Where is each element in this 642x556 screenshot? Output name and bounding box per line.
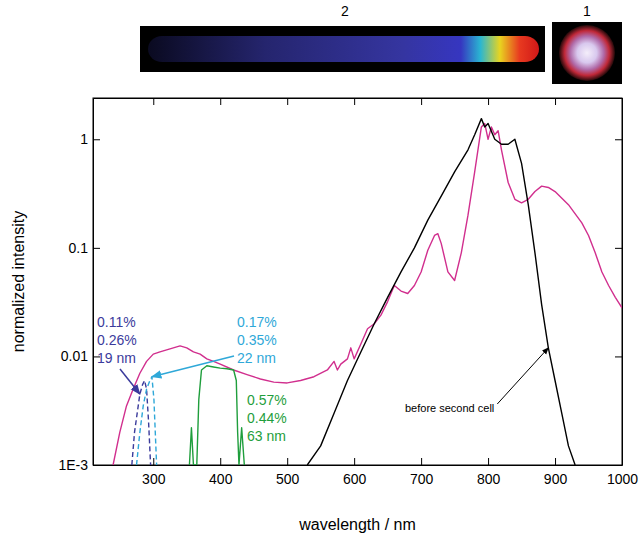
- annotation-text: 63 nm: [247, 428, 286, 444]
- tick: [615, 465, 622, 466]
- series-group: [113, 119, 622, 465]
- chart-container: 2130040050060070080090010001E-30.010.11w…: [0, 0, 642, 556]
- x-axis-top: [94, 98, 623, 105]
- tick: [615, 139, 622, 140]
- tick-label: 0.01: [61, 348, 88, 364]
- tick-label: 1000: [607, 471, 638, 487]
- tick: 800: [477, 458, 501, 487]
- tick: 1E-3: [58, 457, 100, 473]
- annotation-text: 0.11%: [97, 314, 136, 330]
- tick: 0.1: [69, 240, 100, 256]
- annotation-text: 0.26%: [97, 332, 137, 348]
- tick-mark: [615, 139, 622, 140]
- tick-mark: [488, 458, 489, 465]
- tick-mark: [93, 139, 100, 140]
- annotations: 0.11% 0.26% 19 nm 0.17% 0.35% 22 nm 0.57% 0.44%…: [97, 314, 548, 444]
- tick-label: 400: [209, 471, 233, 487]
- chart-svg: 2130040050060070080090010001E-30.010.11w…: [0, 0, 642, 556]
- tick: [615, 356, 622, 357]
- axis-line: [93, 99, 94, 466]
- tick-mark: [615, 356, 622, 357]
- tick-label: 900: [544, 471, 568, 487]
- tick: 0.01: [61, 348, 100, 364]
- axis-line: [94, 465, 623, 466]
- tick-mark: [421, 458, 422, 465]
- y-axis: 1E-3 0.01 0.1 1: [58, 99, 100, 473]
- tick-label: 800: [477, 471, 501, 487]
- plot-frame: [93, 98, 622, 465]
- tick-mark: [615, 465, 622, 466]
- tick: [421, 98, 422, 105]
- annotation-text: 0.57%: [247, 392, 287, 408]
- tick-mark: [354, 458, 355, 465]
- tick: 500: [276, 458, 300, 487]
- tick-label: 300: [142, 471, 166, 487]
- x-axis-title: wavelength / nm: [298, 516, 416, 533]
- inset-label: 2: [341, 3, 349, 19]
- tick-mark: [93, 465, 100, 466]
- tick: 900: [544, 458, 568, 487]
- tick-mark: [555, 458, 556, 465]
- tick-mark: [555, 98, 556, 105]
- tick-mark: [93, 248, 100, 249]
- series-label: before second cell: [405, 402, 494, 414]
- annotation-text: 19 nm: [97, 350, 136, 366]
- tick-mark: [287, 98, 288, 105]
- tick-label: 600: [343, 471, 367, 487]
- inset-label: 1: [583, 3, 591, 19]
- tick-label: 1: [80, 131, 88, 147]
- annotation-arrow: [152, 356, 234, 377]
- tick: [615, 248, 622, 249]
- tick-mark: [220, 98, 221, 105]
- tick-label: 1E-3: [58, 457, 88, 473]
- axis-line: [94, 98, 623, 99]
- tick: 700: [410, 458, 434, 487]
- tick-mark: [220, 458, 221, 465]
- tick-mark: [153, 98, 154, 105]
- tick-label: 0.1: [69, 240, 89, 256]
- tick-mark: [488, 98, 489, 105]
- tick: 300: [142, 458, 166, 487]
- annotation-arrow: [120, 369, 140, 394]
- tick-mark: [421, 98, 422, 105]
- insets: 21: [140, 3, 622, 84]
- inset-photo: [140, 26, 545, 72]
- series-line: [189, 366, 244, 465]
- tick: [555, 98, 556, 105]
- tick: 400: [209, 458, 233, 487]
- inset-photo: [552, 22, 622, 84]
- inset-spot: [559, 25, 615, 81]
- tick-mark: [287, 458, 288, 465]
- series-label-arrow: [497, 348, 548, 404]
- tick-mark: [615, 248, 622, 249]
- series-line: [113, 123, 622, 465]
- y-axis-title: normalized intensity: [10, 211, 27, 352]
- annotation-text: 0.35%: [237, 332, 277, 348]
- tick-label: 700: [410, 471, 434, 487]
- annotation-text: 22 nm: [237, 350, 276, 366]
- annotation-text: 0.44%: [247, 410, 287, 426]
- x-axis: 300 400 500 600 700 800 900 1000: [94, 458, 639, 487]
- tick: [287, 98, 288, 105]
- tick: [153, 98, 154, 105]
- tick-mark: [153, 458, 154, 465]
- series-line: [137, 377, 157, 465]
- inset-streak: [148, 36, 539, 62]
- tick: [220, 98, 221, 105]
- y-axis-right: [615, 99, 623, 466]
- tick: [354, 98, 355, 105]
- tick: 1: [80, 131, 100, 147]
- annotation-text: 0.17%: [237, 314, 277, 330]
- tick-label: 500: [276, 471, 300, 487]
- tick-mark: [354, 98, 355, 105]
- series-line: [307, 119, 575, 465]
- tick: 600: [343, 458, 367, 487]
- tick: [488, 98, 489, 105]
- axis-line: [622, 99, 623, 466]
